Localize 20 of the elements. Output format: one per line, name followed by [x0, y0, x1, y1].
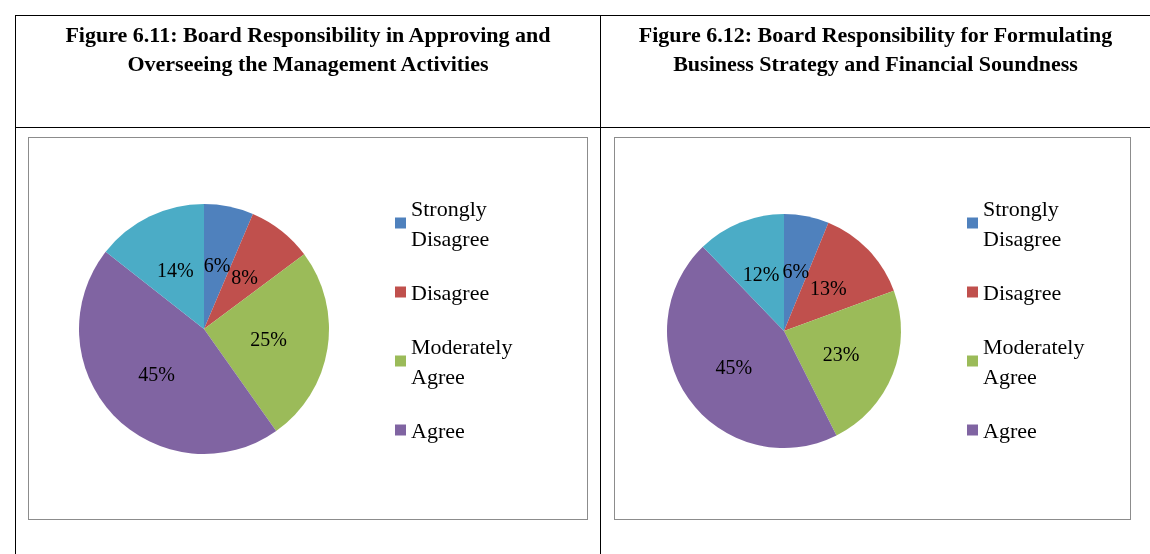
legend-label: Strongly Disagree — [411, 195, 493, 251]
data-label: 8% — [231, 266, 258, 289]
legend-label: Disagree — [411, 279, 490, 305]
legend-label: Agree — [983, 417, 1037, 443]
data-label: 25% — [250, 328, 288, 351]
chart-title: Figure 6.11: Board Responsibility in Approving and Overseeing the Management Activities — [64, 21, 552, 78]
data-label: 14% — [157, 259, 194, 282]
data-label: 23% — [822, 342, 860, 365]
legend-label: Strongly Disagree — [983, 195, 1065, 251]
legend-label: Disagree — [983, 279, 1062, 305]
chart-title: Figure 6.12: Board Responsibility for Formulating Business Strategy and Financial Soundness — [637, 21, 1114, 78]
data-label: 45% — [715, 355, 753, 378]
data-label: 45% — [138, 363, 175, 386]
data-label: 6% — [782, 259, 810, 282]
data-label: 12% — [742, 262, 780, 285]
legend-label: Agree — [411, 417, 465, 443]
legend-label: Moderately Agree — [983, 333, 1090, 389]
data-label: 13% — [809, 277, 847, 300]
data-label: 6% — [203, 253, 231, 276]
legend-label: Moderately Agree — [411, 333, 518, 389]
